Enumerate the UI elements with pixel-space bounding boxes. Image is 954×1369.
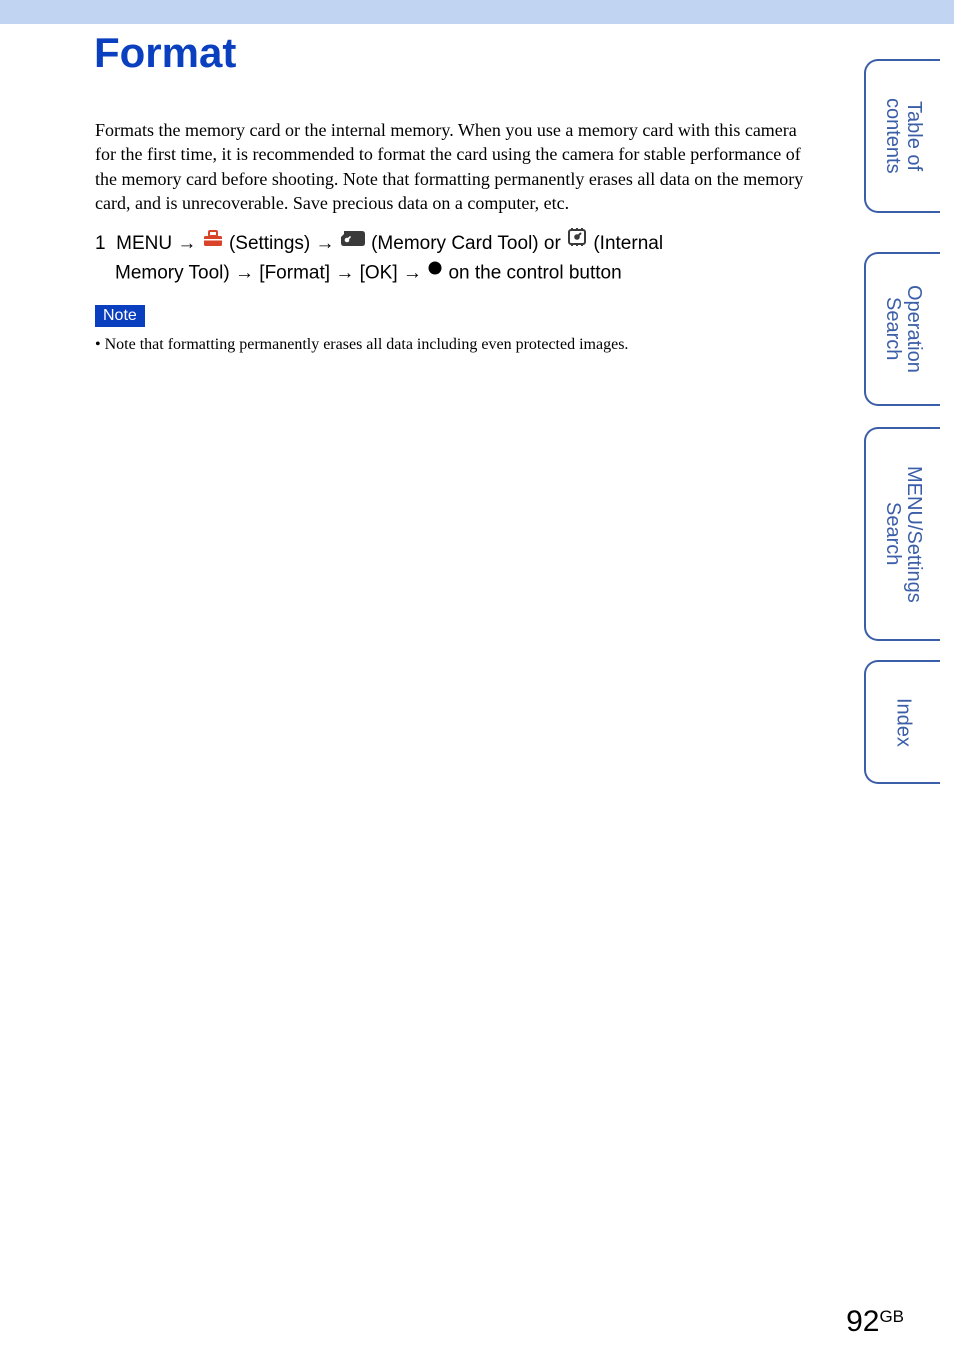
internal-label: (Internal — [593, 233, 663, 254]
arrow-icon: → — [403, 262, 422, 283]
center-button-icon — [427, 257, 443, 286]
sidetab-label: Table of contents — [882, 98, 924, 174]
arrow-icon: → — [177, 233, 196, 254]
step-tail: on the control button — [448, 262, 621, 283]
page-number-value: 92 — [846, 1305, 879, 1338]
settings-icon — [202, 228, 224, 257]
step-menu: MENU — [116, 233, 172, 254]
intro-paragraph: Formats the memory card or the internal … — [95, 118, 814, 215]
ok-label: [OK] — [360, 262, 398, 283]
page-number: 92GB — [846, 1305, 904, 1339]
internal-memory-tool-icon — [566, 227, 588, 257]
page-title: Format — [94, 29, 236, 77]
step-line2-memory-tool: Memory Tool) — [115, 262, 230, 283]
step-1: 1 MENU → (Settings) → (Me — [95, 229, 814, 287]
sidetab-label: MENU/Settings Search — [882, 466, 924, 603]
note-bullet: • Note that formatting permanently erase… — [95, 336, 814, 354]
sidetab-label: Operation Search — [882, 285, 924, 373]
sidetab-table-of-contents[interactable]: Table of contents — [864, 59, 940, 213]
top-bar — [0, 0, 954, 24]
arrow-icon: → — [316, 233, 335, 254]
settings-label: (Settings) — [229, 233, 310, 254]
sidetab-index[interactable]: Index — [864, 660, 940, 784]
memory-card-tool-icon — [340, 228, 366, 257]
step-number: 1 — [95, 233, 106, 254]
arrow-icon: → — [235, 262, 254, 283]
format-label: [Format] — [259, 262, 330, 283]
sidetab-label: Index — [893, 698, 914, 747]
sidetab-operation-search[interactable]: Operation Search — [864, 252, 940, 406]
page-number-suffix: GB — [879, 1307, 904, 1326]
note-label: Note — [95, 305, 145, 327]
sidetab-menu-settings-search[interactable]: MENU/Settings Search — [864, 427, 940, 641]
arrow-icon: → — [335, 262, 354, 283]
memcard-label: (Memory Card Tool) or — [371, 233, 561, 254]
